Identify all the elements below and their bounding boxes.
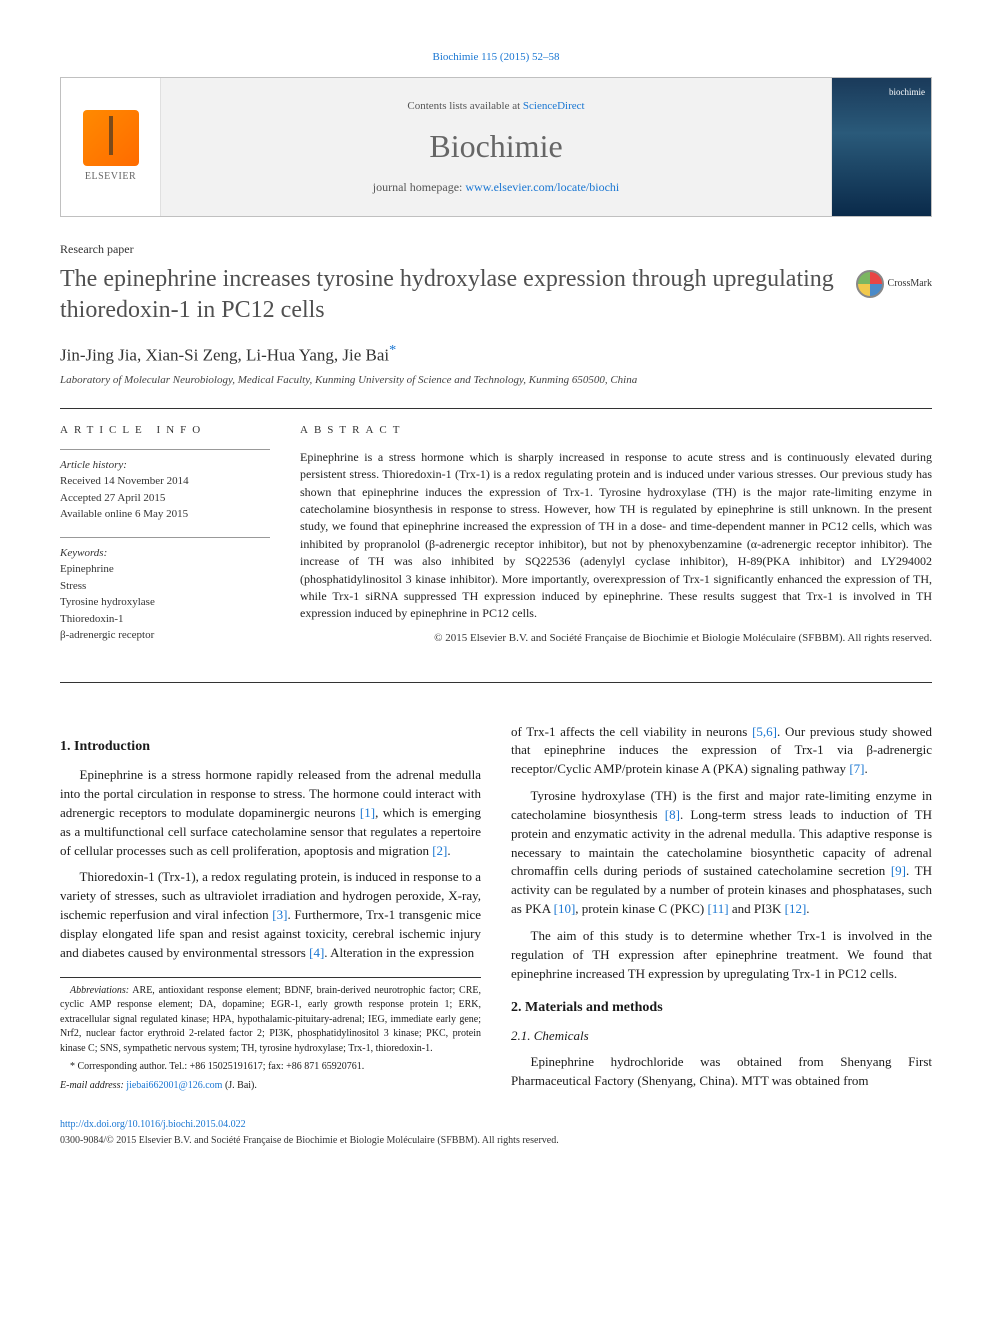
- contents-prefix: Contents lists available at: [407, 100, 522, 112]
- publisher-name: ELSEVIER: [85, 170, 136, 184]
- article-title: The epinephrine increases tyrosine hydro…: [60, 264, 840, 326]
- corresponding-footnote: * Corresponding author. Tel.: +86 150251…: [60, 1060, 481, 1075]
- contents-line: Contents lists available at ScienceDirec…: [407, 99, 584, 114]
- online-date: Available online 6 May 2015: [60, 506, 270, 523]
- journal-name: Biochimie: [429, 124, 562, 169]
- citation-header: Biochimie 115 (2015) 52–58: [60, 50, 932, 65]
- abstract-text: Epinephrine is a stress hormone which is…: [300, 449, 932, 623]
- paragraph: Tyrosine hydroxylase (TH) is the first a…: [511, 787, 932, 919]
- keyword: β-adrenergic receptor: [60, 627, 270, 644]
- authors: Jin-Jing Jia, Xian-Si Zeng, Li-Hua Yang,…: [60, 341, 932, 367]
- crossmark-label: CrossMark: [888, 277, 932, 291]
- subsection-heading: 2.1. Chemicals: [511, 1027, 932, 1045]
- paragraph: Epinephrine is a stress hormone rapidly …: [60, 766, 481, 860]
- history-label: Article history:: [60, 458, 270, 473]
- abstract-col: ABSTRACT Epinephrine is a stress hormone…: [300, 423, 932, 657]
- email-label: E-mail address:: [60, 1080, 126, 1091]
- citation-ref[interactable]: [4]: [309, 945, 324, 960]
- accepted-date: Accepted 27 April 2015: [60, 490, 270, 507]
- abstract-head: ABSTRACT: [300, 423, 932, 438]
- citation-ref[interactable]: [8]: [665, 807, 680, 822]
- abbrev-label: Abbreviations:: [70, 985, 129, 996]
- crossmark-badge[interactable]: CrossMark: [856, 270, 932, 298]
- footnotes: Abbreviations: ARE, antioxidant response…: [60, 977, 481, 1094]
- citation-ref[interactable]: [5,6]: [752, 724, 777, 739]
- citation-ref[interactable]: [12]: [785, 901, 807, 916]
- author-list: Jin-Jing Jia, Xian-Si Zeng, Li-Hua Yang,…: [60, 345, 389, 364]
- journal-cover-thumb[interactable]: [831, 78, 931, 216]
- citation-ref[interactable]: [9]: [891, 863, 906, 878]
- body-columns: 1. Introduction Epinephrine is a stress …: [60, 723, 932, 1098]
- paragraph: The aim of this study is to determine wh…: [511, 927, 932, 984]
- journal-header: ELSEVIER Contents lists available at Sci…: [60, 77, 932, 217]
- keyword: Thioredoxin-1: [60, 611, 270, 628]
- paper-type: Research paper: [60, 241, 932, 258]
- email-who: (J. Bai).: [222, 1080, 256, 1091]
- citation-link[interactable]: Biochimie 115 (2015) 52–58: [433, 51, 560, 63]
- keyword: Tyrosine hydroxylase: [60, 594, 270, 611]
- homepage-prefix: journal homepage:: [373, 180, 466, 194]
- sciencedirect-link[interactable]: ScienceDirect: [523, 100, 585, 112]
- divider: [60, 408, 932, 409]
- citation-ref[interactable]: [2]: [432, 843, 447, 858]
- homepage-line: journal homepage: www.elsevier.com/locat…: [373, 179, 619, 196]
- page-footer: http://dx.doi.org/10.1016/j.biochi.2015.…: [60, 1118, 932, 1148]
- paragraph: Epinephrine hydrochloride was obtained f…: [511, 1053, 932, 1091]
- article-info-head: ARTICLE INFO: [60, 423, 270, 438]
- doi-link[interactable]: http://dx.doi.org/10.1016/j.biochi.2015.…: [60, 1119, 246, 1130]
- footer-rights: 0300-9084/© 2015 Elsevier B.V. and Socié…: [60, 1134, 932, 1148]
- corresponding-mark: *: [389, 342, 396, 358]
- citation-ref[interactable]: [3]: [272, 907, 287, 922]
- keywords-label: Keywords:: [60, 546, 270, 561]
- citation-ref[interactable]: [10]: [554, 901, 576, 916]
- citation-ref[interactable]: [7]: [849, 761, 864, 776]
- elsevier-tree-icon: [83, 110, 139, 166]
- received-date: Received 14 November 2014: [60, 473, 270, 490]
- section-heading: 1. Introduction: [60, 737, 481, 757]
- keyword: Epinephrine: [60, 561, 270, 578]
- citation-ref[interactable]: [11]: [707, 901, 728, 916]
- article-info-col: ARTICLE INFO Article history: Received 1…: [60, 423, 270, 657]
- section-heading: 2. Materials and methods: [511, 998, 932, 1018]
- keyword: Stress: [60, 578, 270, 595]
- email-link[interactable]: jiebai662001@126.com: [126, 1080, 222, 1091]
- paragraph: Thioredoxin-1 (Trx-1), a redox regulatin…: [60, 868, 481, 962]
- citation-ref[interactable]: [1]: [360, 805, 375, 820]
- journal-homepage-link[interactable]: www.elsevier.com/locate/biochi: [465, 180, 619, 194]
- affiliation: Laboratory of Molecular Neurobiology, Me…: [60, 373, 932, 388]
- paragraph: of Trx-1 affects the cell viability in n…: [511, 723, 932, 780]
- abstract-copyright: © 2015 Elsevier B.V. and Société Françai…: [300, 631, 932, 646]
- crossmark-icon: [856, 270, 884, 298]
- publisher-logo[interactable]: ELSEVIER: [61, 78, 161, 216]
- header-center: Contents lists available at ScienceDirec…: [161, 78, 831, 216]
